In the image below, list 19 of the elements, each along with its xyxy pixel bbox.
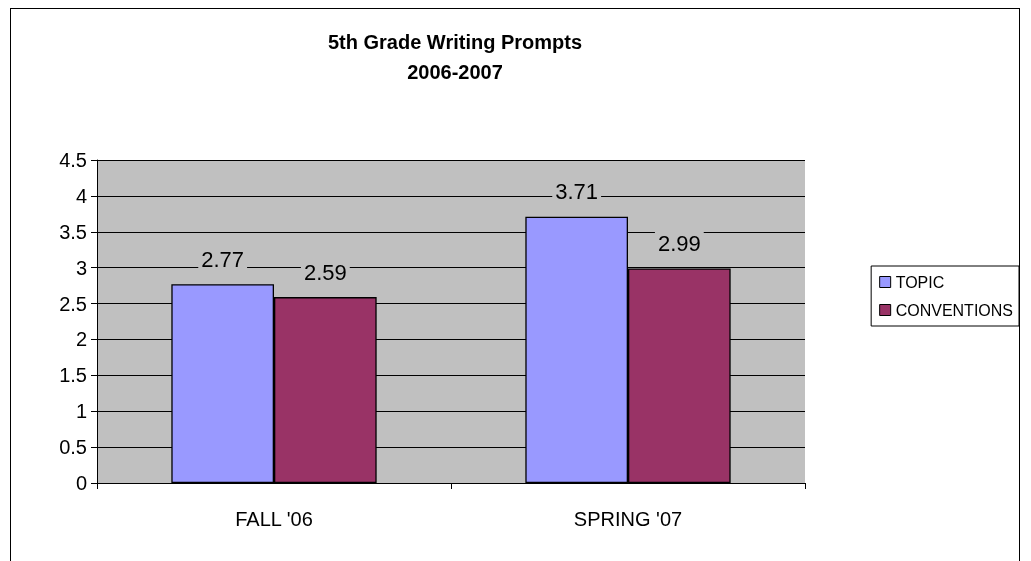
y-tick-label: 4.5 bbox=[59, 149, 87, 171]
y-tick-label: 4 bbox=[75, 184, 87, 207]
x-tick-label: SPRING '07 bbox=[573, 508, 683, 530]
y-tick-label: 1 bbox=[75, 400, 87, 423]
y-tick-label: 0 bbox=[75, 472, 87, 494]
data-label: 2.99 bbox=[657, 230, 701, 256]
data-label: 2.77 bbox=[201, 246, 245, 272]
legend-label: TOPIC bbox=[895, 273, 945, 291]
y-tick-label: 0.5 bbox=[59, 436, 87, 459]
data-label: 2.59 bbox=[303, 259, 347, 285]
y-tick-label: 1.5 bbox=[59, 364, 87, 387]
data-label: 3.71 bbox=[555, 179, 599, 205]
y-tick-label: 2.5 bbox=[59, 292, 87, 315]
chart-title: 5th Grade Writing Prompts 2006-2007 bbox=[327, 31, 583, 83]
y-tick-label: 3 bbox=[75, 256, 87, 279]
x-tick-label: FALL '06 bbox=[235, 508, 313, 530]
y-tick-label: 2 bbox=[75, 328, 87, 351]
y-tick-label: 3.5 bbox=[59, 220, 87, 243]
legend-label: CONVENTIONS bbox=[895, 301, 1013, 319]
